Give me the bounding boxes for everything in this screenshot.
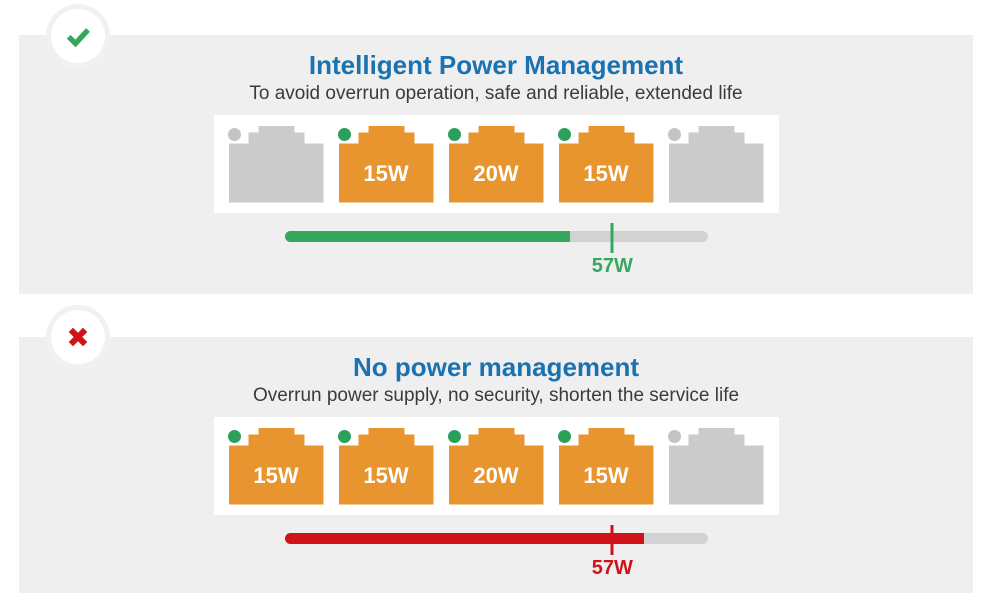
- status-badge-error: [51, 310, 105, 364]
- port-wattage-label: 15W: [583, 462, 629, 488]
- power-bar-fill: [284, 533, 645, 544]
- power-limit-tick: [610, 525, 614, 555]
- port: 15W: [337, 427, 434, 505]
- port-wattage-label: 15W: [363, 160, 409, 186]
- port: [667, 125, 764, 203]
- port: 20W: [447, 125, 544, 203]
- port-wattage-label: [669, 446, 764, 505]
- port-wattage-label: 20W: [473, 160, 519, 186]
- port-band: 15W 15W 20W 15W: [213, 417, 779, 515]
- port-status-dot: [557, 127, 571, 141]
- section-no-power-management: No power management Overrun power supply…: [19, 310, 973, 593]
- section-intelligent-power-management: Intelligent Power Management To avoid ov…: [19, 9, 973, 294]
- status-badge-ok: [51, 9, 105, 63]
- power-bar: 57W: [284, 223, 708, 277]
- port-wattage-label: 20W: [473, 462, 519, 488]
- section-subtitle: To avoid overrun operation, safe and rel…: [249, 83, 743, 104]
- port-status-dot: [337, 127, 351, 141]
- power-limit-tick: [610, 223, 614, 253]
- section-title: No power management: [352, 352, 640, 382]
- power-bar: 57W: [284, 525, 708, 579]
- port: 15W: [337, 125, 434, 203]
- check-icon: [66, 28, 90, 48]
- power-limit-label: 57W: [591, 557, 633, 579]
- port-band: 15W 20W 15W: [213, 115, 779, 213]
- port-wattage-label: 15W: [583, 160, 629, 186]
- power-bar-fill: [284, 231, 571, 242]
- section-title: Intelligent Power Management: [308, 50, 684, 80]
- port-status-dot: [337, 429, 351, 443]
- port-wattage-label: [229, 144, 324, 203]
- port-status-dot: [667, 127, 681, 141]
- port: [227, 125, 324, 203]
- port-status-dot: [227, 429, 241, 443]
- port-status-dot: [667, 429, 681, 443]
- port-status-dot: [447, 429, 461, 443]
- port-wattage-label: 15W: [253, 462, 299, 488]
- port: 20W: [447, 427, 544, 505]
- port-wattage-label: [669, 144, 764, 203]
- port: 15W: [557, 125, 654, 203]
- port: 15W: [557, 427, 654, 505]
- cross-icon: [68, 327, 88, 347]
- port: [667, 427, 764, 505]
- section-subtitle: Overrun power supply, no security, short…: [252, 385, 740, 406]
- port-status-dot: [227, 127, 241, 141]
- port-wattage-label: 15W: [363, 462, 409, 488]
- port: 15W: [227, 427, 324, 505]
- port-status-dot: [447, 127, 461, 141]
- port-status-dot: [557, 429, 571, 443]
- power-limit-label: 57W: [591, 255, 633, 277]
